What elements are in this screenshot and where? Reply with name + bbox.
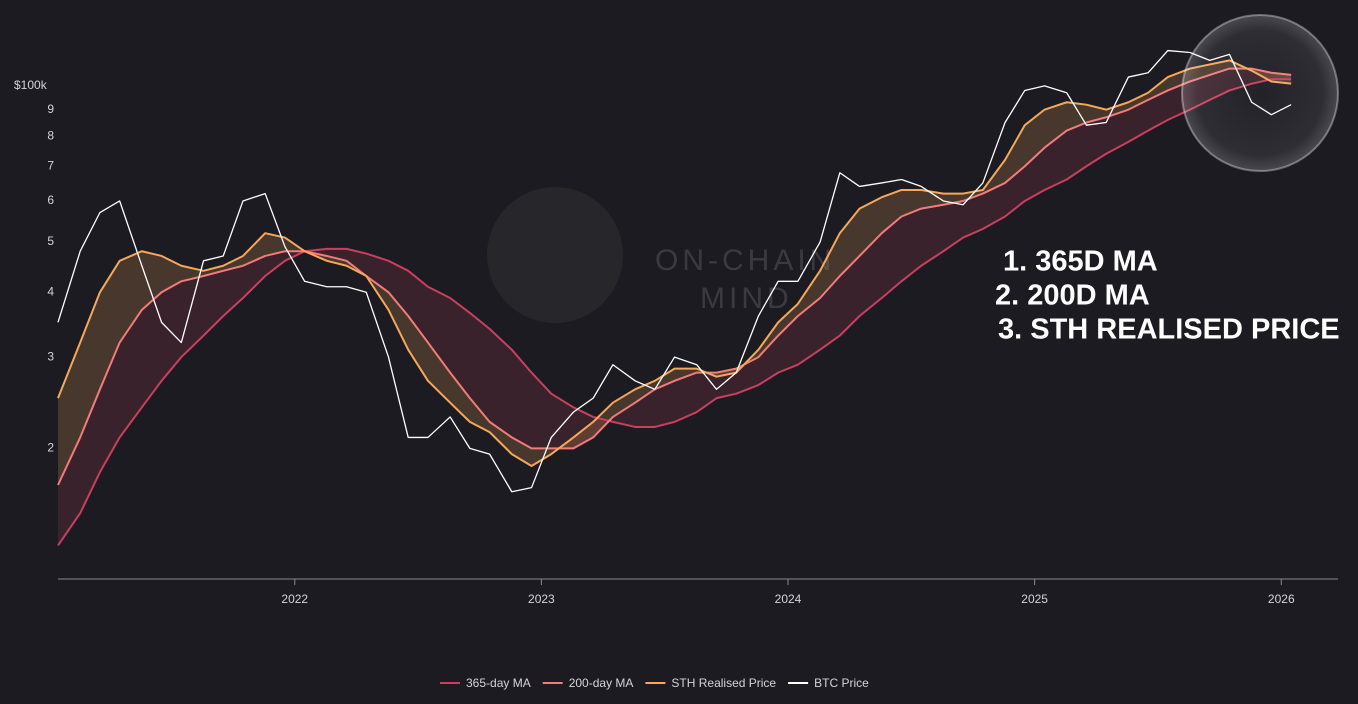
y-tick-label: 4: [47, 284, 54, 298]
x-tick-label: 2024: [775, 592, 802, 606]
series-line: [57, 67, 1292, 486]
series-line: [57, 78, 1292, 546]
y-unit-label: $100k: [14, 78, 48, 92]
highlight-circle: [1181, 14, 1339, 172]
series-line: [57, 49, 1292, 493]
y-tick-label: 9: [47, 102, 54, 116]
y-tick-label: 6: [47, 193, 54, 207]
legend-label: 200-day MA: [569, 676, 634, 690]
watermark: ON-CHAIN: [655, 244, 835, 277]
y-tick-label: 5: [47, 234, 54, 248]
y-tick-label: 3: [47, 349, 54, 363]
watermark: MIND: [700, 282, 793, 315]
y-tick-label: 2: [47, 441, 54, 455]
x-tick-label: 2025: [1021, 592, 1048, 606]
legend-label: BTC Price: [814, 676, 869, 690]
watermark-logo: [487, 187, 623, 323]
legend-label: STH Realised Price: [671, 676, 776, 690]
band-fill: [58, 68, 1292, 546]
y-tick-label: 7: [47, 158, 54, 172]
series-line: [57, 59, 1292, 467]
annotation: 2. 200D MA: [995, 280, 1150, 312]
annotation: 1. 365D MA: [1003, 246, 1158, 278]
legend-label: 365-day MA: [466, 676, 531, 690]
x-tick-label: 2026: [1268, 592, 1295, 606]
legend: 365-day MA 200-day MA STH Realised Price BT…: [440, 676, 869, 690]
annotation: 3. STH REALISED PRICE: [998, 314, 1340, 346]
x-tick-label: 2022: [281, 592, 308, 606]
y-tick-label: 8: [47, 128, 54, 142]
x-tick-label: 2023: [528, 592, 555, 606]
plot-area: 2022 2023 2024 2025 2026 9 8 7 6 5 4 3 2: [47, 49, 1338, 606]
